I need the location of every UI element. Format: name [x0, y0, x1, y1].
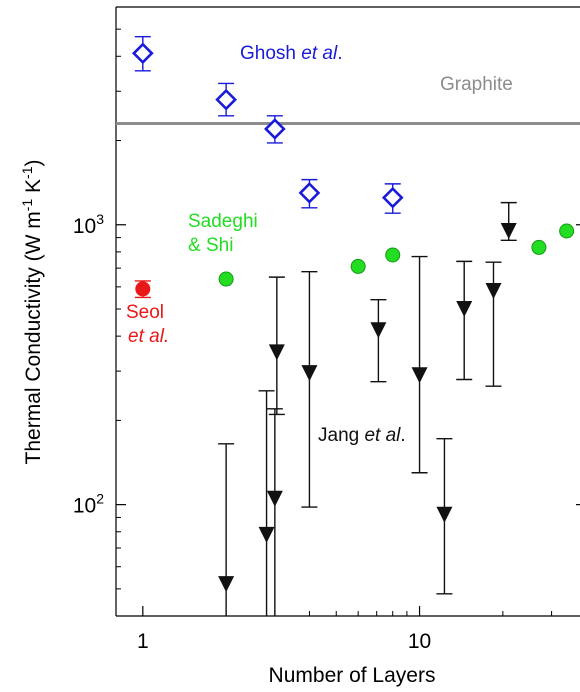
seol-1-label: Seol	[126, 302, 164, 323]
ghosh-label-part: et al	[301, 43, 338, 64]
ghosh-et-al-point	[381, 186, 404, 209]
sadeghi-1-label-part: Sadeghi	[188, 211, 258, 232]
x-tick-label: 10	[408, 630, 431, 653]
jang-et-al-point	[500, 223, 517, 240]
ghosh-et-al-point	[215, 88, 237, 111]
ghosh-et-al-point	[298, 182, 321, 204]
ghosh-et-al-point	[131, 42, 154, 65]
sadeghi-shi-point	[218, 271, 234, 287]
y-tick-label: 103	[73, 211, 104, 238]
y-axis-label-mid: K	[22, 179, 45, 199]
annotations: Ghosh et al. Graphite Sadeghi & Shi Seol et a…	[126, 43, 513, 446]
jang-et-al-point	[266, 490, 283, 507]
y-tick-base: 10	[73, 495, 96, 518]
y-tick-base: 10	[73, 215, 96, 238]
sadeghi-2-label-part: & Shi	[188, 235, 233, 256]
jang-label-part: Jang	[318, 425, 364, 446]
jang-et-al-point	[218, 576, 235, 593]
seol-2-label: et al.	[128, 326, 169, 347]
sadeghi-shi-point	[385, 247, 401, 263]
jang-et-al-point	[370, 322, 387, 339]
y-tick-label: 102	[73, 491, 104, 518]
data-points	[131, 35, 575, 616]
jang-et-al-point	[258, 526, 275, 543]
jang-label: Jang et al.	[318, 425, 406, 446]
ghosh-et-al-point	[264, 118, 286, 140]
y-axis-label-end: )	[22, 160, 45, 167]
y-axis-label-sup2: -1	[19, 166, 35, 179]
graphite-label: Graphite	[440, 74, 513, 95]
jang-et-al-point	[436, 506, 453, 523]
ghosh-label-part: .	[337, 43, 342, 64]
y-axis-label-sup1: -1	[19, 199, 35, 212]
seol-2-label-part: et al.	[128, 326, 169, 347]
x-tick-label: 1	[137, 630, 149, 653]
y-tick-exponent: 3	[96, 211, 104, 227]
y-tick-exponent: 2	[96, 491, 104, 507]
sadeghi-shi-point	[350, 258, 366, 274]
jang-et-al-point	[301, 365, 318, 382]
ghosh-label-part: Ghosh	[240, 43, 301, 64]
jang-et-al-point	[411, 367, 428, 384]
sadeghi-shi-point	[559, 223, 575, 239]
ghosh-label: Ghosh et al.	[240, 43, 342, 64]
sadeghi-shi-point	[531, 239, 547, 255]
jang-et-al-point	[485, 282, 502, 299]
graphite-label-part: Graphite	[440, 74, 513, 95]
y-axis-label-main: Thermal Conductivity (W m	[22, 211, 45, 464]
y-axis-label: Thermal Conductivity (W m-1 K-1)	[19, 160, 45, 465]
jang-label-part: .	[400, 425, 405, 446]
sadeghi-1-label: Sadeghi	[188, 211, 258, 232]
seol-et-al-point	[135, 281, 151, 297]
x-axis-label: Number of Layers	[269, 664, 436, 687]
plot-frame	[115, 6, 580, 617]
jang-et-al-point	[268, 344, 285, 361]
sadeghi-2-label: & Shi	[188, 235, 233, 256]
seol-1-label-part: Seol	[126, 302, 164, 323]
jang-label-part: et al	[364, 425, 401, 446]
jang-et-al-point	[456, 301, 473, 318]
